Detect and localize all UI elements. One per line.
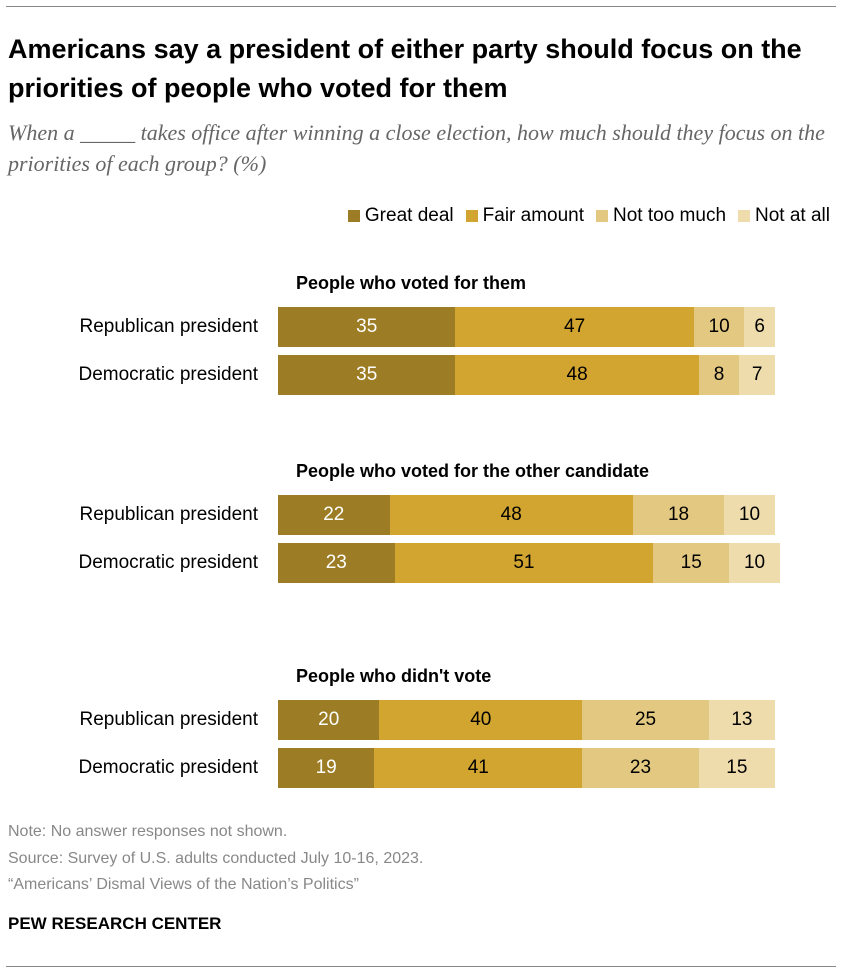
group-title: People who didn't vote xyxy=(296,666,492,686)
bar-segment-not-too-much: 25 xyxy=(582,700,709,740)
bar-segment-fair-amount: 51 xyxy=(394,543,654,583)
legend-label: Not at all xyxy=(755,205,830,226)
row-label: Democratic president xyxy=(78,364,258,385)
bar-segment-not-too-much: 10 xyxy=(693,307,745,347)
bar-segment-great-deal: 22 xyxy=(278,495,390,535)
bar-segment-great-deal: 20 xyxy=(278,700,380,740)
data-label: 10 xyxy=(738,504,761,525)
bar-segment-not-at-all: 6 xyxy=(744,307,775,347)
bar-segment-not-too-much: 15 xyxy=(653,543,730,583)
top-rule xyxy=(6,6,836,7)
chart-title: Americans say a president of either part… xyxy=(8,34,802,103)
data-label: 25 xyxy=(634,709,657,730)
data-label: 15 xyxy=(726,757,748,778)
legend-item: Great deal xyxy=(347,205,454,227)
bar-segment-not-at-all: 7 xyxy=(739,355,775,395)
bar-segment-fair-amount: 47 xyxy=(455,307,694,347)
source: Source: Survey of U.S. adults conducted … xyxy=(8,850,424,867)
legend-item: Fair amount xyxy=(465,205,585,227)
legend-item: Not at all xyxy=(738,205,830,227)
row-label: Republican president xyxy=(79,504,258,525)
data-label: 23 xyxy=(629,757,652,778)
data-label: 19 xyxy=(315,757,337,778)
data-label: 40 xyxy=(470,709,492,730)
data-label: 51 xyxy=(513,552,535,573)
bar-segment-great-deal: 35 xyxy=(278,307,456,347)
legend-swatch xyxy=(738,210,751,222)
brand-logo: PEW RESEARCH CENTER xyxy=(8,914,222,933)
data-label: 20 xyxy=(318,709,340,730)
bar-segment-not-too-much: 23 xyxy=(582,748,699,788)
legend-label: Great deal xyxy=(364,205,454,226)
bar-segment-not-at-all: 10 xyxy=(729,543,780,583)
data-label: 15 xyxy=(680,552,702,573)
data-label: 48 xyxy=(500,504,522,525)
legend: Great deal Fair amount Not too much Not at … xyxy=(347,205,830,227)
data-label: 41 xyxy=(467,757,489,778)
data-label: 47 xyxy=(564,316,586,337)
group-title: People who voted for the other candidate xyxy=(296,461,650,481)
row-label: Republican president xyxy=(79,709,258,730)
bar-segment-not-at-all: 10 xyxy=(724,495,775,535)
legend-label: Fair amount xyxy=(482,205,585,226)
bar-segment-fair-amount: 40 xyxy=(379,700,583,740)
data-label: 6 xyxy=(754,316,765,337)
data-label: 10 xyxy=(743,552,766,573)
data-label: 23 xyxy=(325,552,347,573)
group-title: People who voted for them xyxy=(296,273,527,293)
legend-swatch xyxy=(596,210,609,222)
bar-segment-great-deal: 23 xyxy=(278,543,395,583)
legend-swatch xyxy=(465,210,478,222)
report-title: “Americans’ Dismal Views of the Nation’s… xyxy=(8,876,359,893)
data-label: 8 xyxy=(713,364,725,385)
bar-segment-not-too-much: 18 xyxy=(632,495,725,535)
data-label: 7 xyxy=(751,364,763,385)
data-label: 22 xyxy=(323,504,345,525)
bar-segment-not-too-much: 8 xyxy=(698,355,740,395)
data-label: 35 xyxy=(356,364,378,385)
bar-segment-fair-amount: 41 xyxy=(374,748,583,788)
bottom-rule xyxy=(6,966,836,967)
legend-label: Not too much xyxy=(613,205,727,226)
note: Note: No answer responses not shown. xyxy=(8,823,288,840)
data-label: 18 xyxy=(667,504,690,525)
row-label: Democratic president xyxy=(78,757,258,778)
row-label: Republican president xyxy=(79,316,258,337)
data-label: 48 xyxy=(566,364,588,385)
bar-segment-not-at-all: 15 xyxy=(698,748,775,788)
bar-segment-fair-amount: 48 xyxy=(389,495,633,535)
data-label: 35 xyxy=(356,316,378,337)
bar-segment-not-at-all: 13 xyxy=(708,700,775,740)
data-label: 10 xyxy=(708,316,730,337)
bar-segment-fair-amount: 48 xyxy=(455,355,699,395)
chart-subtitle: When a _____ takes office after winning … xyxy=(8,120,825,176)
data-label: 13 xyxy=(731,709,753,730)
row-label: Democratic president xyxy=(78,552,258,573)
bar-segment-great-deal: 19 xyxy=(278,748,375,788)
bar-segment-great-deal: 35 xyxy=(278,355,456,395)
legend-swatch xyxy=(347,210,360,222)
legend-item: Not too much xyxy=(596,205,726,227)
